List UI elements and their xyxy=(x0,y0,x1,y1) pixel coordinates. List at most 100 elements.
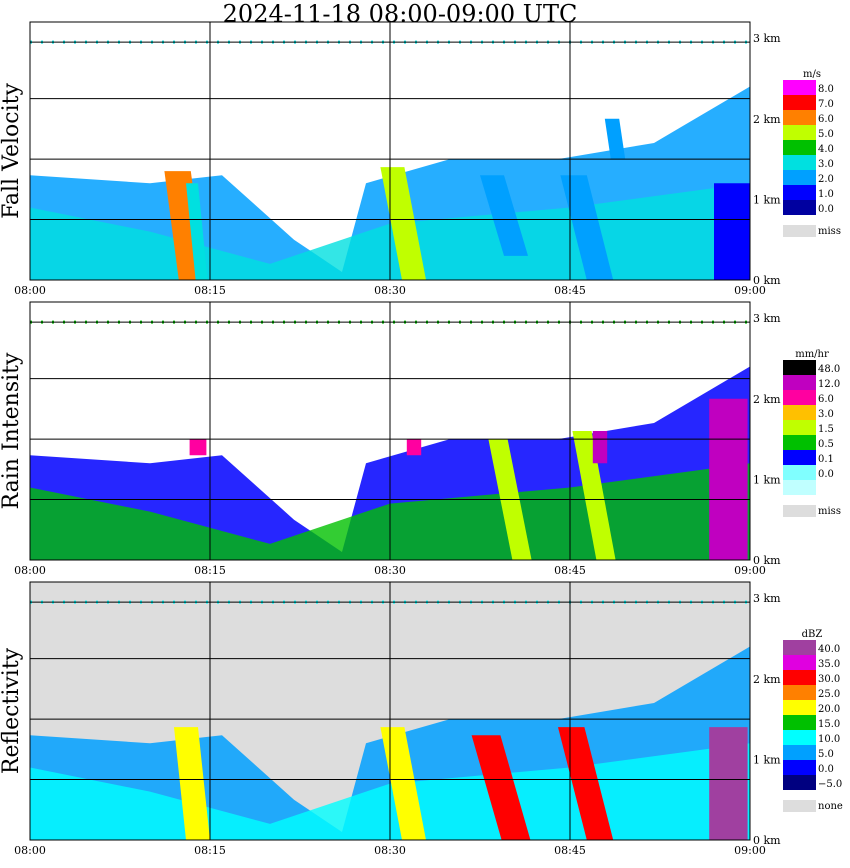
legend-level-label: 0.0 xyxy=(818,469,834,480)
legend-level-label: 0.1 xyxy=(818,454,834,465)
precip-cell-2 xyxy=(406,439,422,456)
precip-cell-1 xyxy=(189,439,207,456)
legend-level-label: 1.5 xyxy=(818,424,834,435)
y-tick-label: 1 km xyxy=(753,753,781,766)
legend-swatch xyxy=(783,435,816,450)
y-tick-label: 3 km xyxy=(753,312,781,325)
legend-missing-swatch xyxy=(783,505,816,517)
legend-swatch xyxy=(783,420,816,435)
legend-swatch xyxy=(783,655,816,670)
precip-cell-6 xyxy=(604,118,626,160)
y-tick-label: 1 km xyxy=(753,473,781,486)
legend-missing-label: none xyxy=(818,801,843,812)
legend-swatch xyxy=(783,450,816,465)
legend-swatch xyxy=(783,760,816,775)
precip-cell-7 xyxy=(714,183,750,280)
y-axis-label: Fall Velocity xyxy=(0,83,24,219)
y-tick-label: 0 km xyxy=(753,274,781,287)
legend-missing-swatch xyxy=(783,800,816,812)
precip-cell-5 xyxy=(592,431,608,464)
legend-level-label: 40.0 xyxy=(818,644,840,655)
x-tick-label: 09:00 xyxy=(734,844,766,857)
legend-swatch xyxy=(783,715,816,730)
legend-swatch xyxy=(783,155,816,170)
legend-level-label: 0.0 xyxy=(818,204,834,215)
legend-level-label: 48.0 xyxy=(818,364,840,375)
legend-swatch xyxy=(783,730,816,745)
plot-frame xyxy=(29,21,751,281)
precip-cell-4 xyxy=(572,431,616,560)
legend-swatch xyxy=(783,185,816,200)
y-tick-label: 1 km xyxy=(753,193,781,206)
legend-swatch xyxy=(783,390,816,405)
legend-level-label: 30.0 xyxy=(818,674,840,685)
legend-missing-label: miss xyxy=(818,226,841,237)
panel-2: 08:00 08:15 08:30 08:45 09:000 km 1 km 2 km 3 k… xyxy=(0,301,841,577)
legend-missing-label: miss xyxy=(818,506,841,517)
precip-cell-6 xyxy=(709,398,748,560)
legend-swatch xyxy=(783,405,816,420)
legend-level-label: 6.0 xyxy=(818,394,834,405)
panel-3: 08:00 08:15 08:30 08:45 09:000 km 1 km 2 km 3 k… xyxy=(0,581,843,857)
y-tick-label: 0 km xyxy=(753,834,781,847)
legend-swatch xyxy=(783,110,816,125)
y-axis-label: Reflectivity xyxy=(0,647,24,774)
x-tick-label: 08:15 xyxy=(194,284,226,297)
y-tick-label: 0 km xyxy=(753,554,781,567)
y-axis-label: Rain Intensity xyxy=(0,352,24,509)
legend-swatch xyxy=(783,640,816,655)
legend-level-label: 2.0 xyxy=(818,174,834,185)
x-tick-label: 08:45 xyxy=(554,284,586,297)
precip-cell-4 xyxy=(558,727,614,840)
legend-swatch xyxy=(783,745,816,760)
legend-level-label: 4.0 xyxy=(818,144,834,155)
panel-1: 08:00 08:15 08:30 08:45 09:000 km 1 km 2 km 3 k… xyxy=(0,21,841,297)
legend-swatch xyxy=(783,465,816,480)
y-tick-label: 3 km xyxy=(753,32,781,45)
y-tick-label: 3 km xyxy=(753,592,781,605)
legend-level-label: 0.5 xyxy=(818,439,834,450)
legend-unit: dBZ xyxy=(802,629,823,640)
legend-swatch xyxy=(783,200,816,215)
legend-swatch xyxy=(783,140,816,155)
legend-level-label: 8.0 xyxy=(818,84,834,95)
x-tick-label: 08:30 xyxy=(374,564,406,577)
precip-cell-2 xyxy=(380,727,426,840)
precip-cell-3 xyxy=(471,735,531,840)
x-tick-label: 09:00 xyxy=(734,284,766,297)
x-tick-label: 08:15 xyxy=(194,844,226,857)
x-tick-label: 08:15 xyxy=(194,564,226,577)
legend-swatch xyxy=(783,375,816,390)
legend-level-label: 1.0 xyxy=(818,189,834,200)
x-tick-label: 08:00 xyxy=(14,564,46,577)
y-tick-label: 2 km xyxy=(753,673,781,686)
legend-level-label: 15.0 xyxy=(818,719,840,730)
precip-cell-2 xyxy=(186,183,208,280)
precip-cell-1 xyxy=(174,727,210,840)
legend-level-label: 3.0 xyxy=(818,409,834,420)
legend-level-label: 35.0 xyxy=(818,659,840,670)
legend-level-label: 5.0 xyxy=(818,749,834,760)
legend-swatch xyxy=(783,80,816,95)
legend-level-label: 7.0 xyxy=(818,99,834,110)
legend-level-label: 12.0 xyxy=(818,379,840,390)
legend-level-label: 3.0 xyxy=(818,159,834,170)
x-tick-label: 08:30 xyxy=(374,284,406,297)
legend-level-label: 10.0 xyxy=(818,734,840,745)
legend-level-label: 20.0 xyxy=(818,704,840,715)
legend-unit: m/s xyxy=(803,69,821,80)
legend-swatch xyxy=(783,170,816,185)
legend-swatch xyxy=(783,480,816,495)
x-tick-label: 09:00 xyxy=(734,564,766,577)
precip-cell-4 xyxy=(480,175,528,256)
x-tick-label: 08:45 xyxy=(554,844,586,857)
legend-swatch xyxy=(783,125,816,140)
legend-swatch xyxy=(783,670,816,685)
y-tick-label: 2 km xyxy=(753,393,781,406)
legend-swatch xyxy=(783,685,816,700)
legend-level-label: 25.0 xyxy=(818,689,840,700)
precip-cell-5 xyxy=(709,727,748,840)
x-tick-label: 08:30 xyxy=(374,844,406,857)
legend-level-label: 5.0 xyxy=(818,129,834,140)
